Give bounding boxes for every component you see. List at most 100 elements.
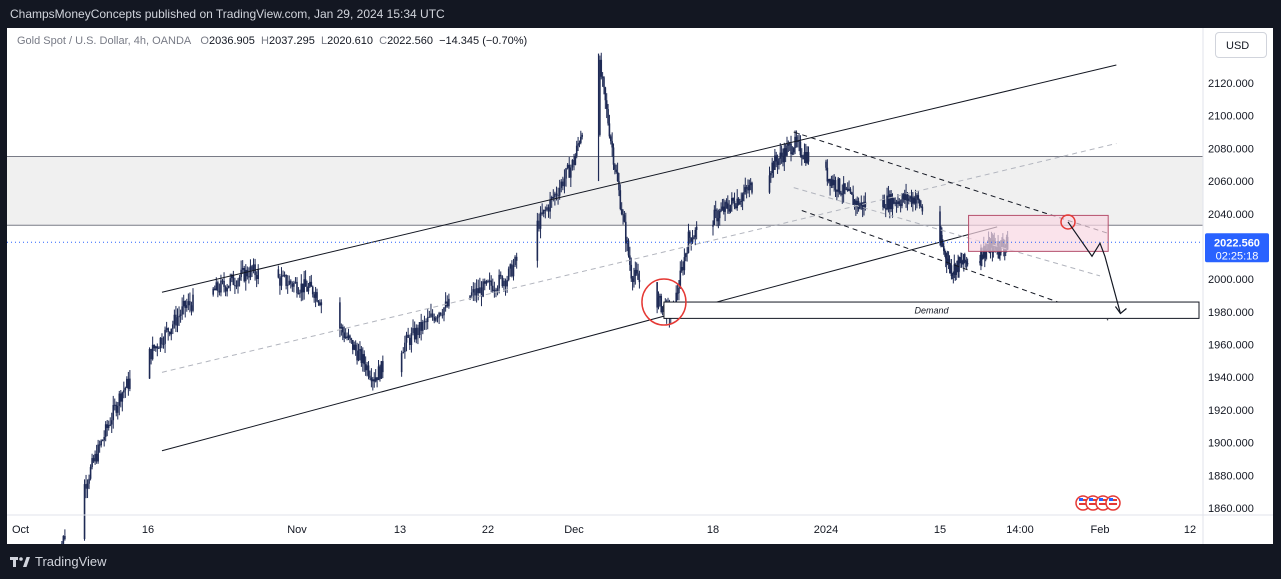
candle [726, 195, 729, 214]
candle [601, 72, 604, 87]
candle [439, 312, 442, 317]
candle-body [675, 292, 678, 311]
candle [506, 275, 508, 293]
candle [633, 267, 635, 288]
currency-button[interactable]: USD [1215, 32, 1267, 58]
candle [733, 192, 736, 210]
candle [713, 205, 716, 226]
candle-body [944, 252, 947, 259]
candle-body [151, 344, 154, 360]
candle-body [827, 178, 830, 182]
candle-body [400, 353, 403, 373]
candle-body [980, 247, 982, 262]
candle-body [607, 109, 609, 124]
candle-body [402, 351, 405, 354]
candle [963, 252, 966, 264]
candle [794, 130, 796, 155]
candle-body [116, 405, 119, 413]
candle [282, 270, 284, 278]
candle [356, 342, 358, 365]
candle-body [547, 207, 550, 212]
channel-upper-line [161, 64, 1117, 293]
y-tick-label: 2000.000 [1208, 274, 1254, 286]
candle-body [657, 297, 660, 308]
chart-frame[interactable]: Demand 2120.000 2100.000 2080.000 2060.000 2… [7, 28, 1273, 544]
candle-body [958, 258, 960, 272]
candle-body [786, 145, 788, 156]
candle [565, 167, 567, 187]
candle [477, 279, 480, 301]
candle-body [248, 276, 250, 278]
candle-body [441, 314, 444, 316]
low-value: 2020.610 [327, 35, 373, 47]
candle [156, 343, 159, 357]
candle [560, 179, 563, 193]
candle-body [888, 194, 891, 210]
candle [951, 272, 954, 280]
candle [404, 335, 406, 359]
candle-body [341, 326, 344, 333]
candle-body [942, 243, 944, 247]
candle [470, 285, 473, 298]
candle [638, 270, 641, 289]
candle-body [807, 152, 810, 162]
candle [631, 275, 634, 291]
candle-body [795, 136, 798, 143]
candle-body [319, 302, 321, 306]
candle-body [943, 246, 945, 252]
candle [349, 334, 351, 343]
candle [515, 252, 518, 269]
candle [255, 271, 258, 288]
candle [549, 191, 551, 219]
candle-body [800, 155, 803, 158]
candle-body [720, 209, 722, 212]
candle [482, 278, 484, 298]
candle-body [495, 289, 497, 292]
candle-body [615, 169, 618, 172]
candle-body [682, 267, 684, 271]
candle-body [115, 404, 118, 413]
candle [162, 336, 165, 349]
candle-body [220, 280, 222, 293]
candle-body [901, 199, 903, 206]
candle [364, 356, 367, 376]
candle [717, 209, 720, 229]
candle [913, 195, 916, 205]
candle-body [351, 340, 354, 350]
candle-body [741, 194, 744, 201]
candle-body [577, 143, 579, 146]
candle [491, 278, 494, 293]
candle [115, 401, 118, 417]
candle [288, 275, 291, 286]
candle [511, 260, 513, 278]
candle-body [103, 436, 105, 441]
candle-body [369, 375, 371, 378]
candle [837, 176, 840, 198]
candle [886, 187, 888, 211]
candle-body [689, 231, 691, 238]
candle-body [511, 264, 513, 277]
candle [343, 326, 346, 343]
candle-body [104, 424, 107, 437]
candle-body [237, 280, 239, 287]
candle [367, 361, 370, 380]
candle [118, 390, 121, 416]
candle-body [515, 256, 518, 261]
candle-body [491, 285, 494, 292]
candle-body [164, 329, 166, 344]
candle [966, 258, 969, 267]
candle-body [224, 286, 227, 292]
price-chart[interactable]: Demand 2120.000 2100.000 2080.000 2060.000 2… [7, 28, 1273, 544]
candle [504, 278, 507, 296]
candle [413, 321, 416, 343]
candle [800, 148, 803, 166]
candle-body [354, 344, 357, 351]
candle [882, 194, 884, 211]
candle-body [221, 280, 224, 282]
candle [747, 179, 749, 194]
tradingview-logo[interactable]: TradingView [10, 554, 107, 569]
candle [737, 197, 740, 206]
candle [224, 285, 227, 297]
candle [947, 251, 950, 270]
candle [958, 256, 960, 278]
